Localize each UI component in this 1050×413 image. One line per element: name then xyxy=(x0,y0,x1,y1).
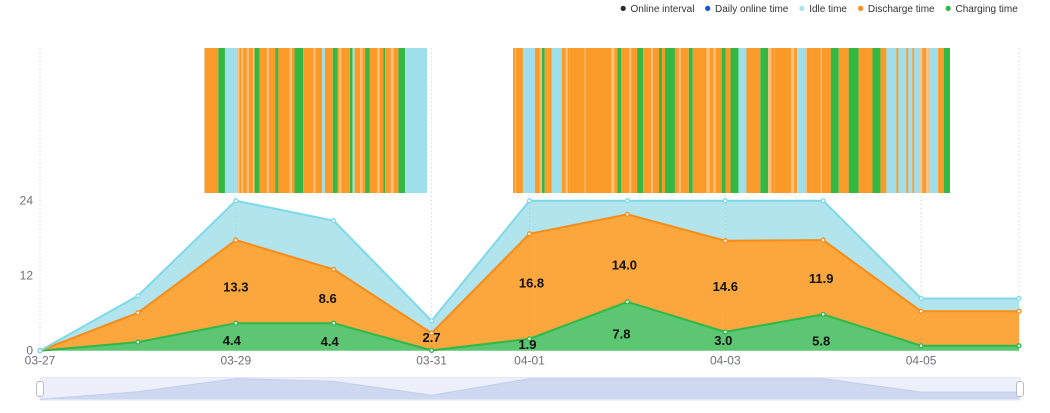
svg-text:11.9: 11.9 xyxy=(809,271,834,286)
svg-text:3.0: 3.0 xyxy=(714,333,732,348)
svg-text:03-29: 03-29 xyxy=(220,354,251,368)
svg-text:5.8: 5.8 xyxy=(812,334,830,349)
svg-text:8.6: 8.6 xyxy=(319,291,337,306)
svg-text:7.8: 7.8 xyxy=(612,327,630,342)
svg-text:0: 0 xyxy=(26,344,33,358)
svg-text:1.9: 1.9 xyxy=(518,337,536,352)
svg-text:04-01: 04-01 xyxy=(514,354,545,368)
svg-text:Discharge time: Discharge time xyxy=(868,4,935,15)
svg-text:03-27: 03-27 xyxy=(25,354,56,368)
svg-text:14.6: 14.6 xyxy=(713,279,738,294)
svg-text:04-03: 04-03 xyxy=(710,354,741,368)
svg-text:16.8: 16.8 xyxy=(519,276,544,291)
svg-text:Charging time: Charging time xyxy=(956,4,1019,15)
svg-text:2.7: 2.7 xyxy=(423,330,441,345)
svg-text:Idle time: Idle time xyxy=(809,4,847,15)
svg-text:12: 12 xyxy=(20,269,34,283)
svg-text:04-05: 04-05 xyxy=(906,354,937,368)
svg-text:4.4: 4.4 xyxy=(321,334,340,349)
svg-text:03-31: 03-31 xyxy=(416,354,447,368)
svg-text:Online interval: Online interval xyxy=(631,4,695,15)
svg-text:13.3: 13.3 xyxy=(223,280,248,295)
svg-text:24: 24 xyxy=(20,194,34,208)
svg-text:4.4: 4.4 xyxy=(223,333,242,348)
svg-text:14.0: 14.0 xyxy=(612,258,637,273)
svg-text:Daily online time: Daily online time xyxy=(715,4,789,15)
